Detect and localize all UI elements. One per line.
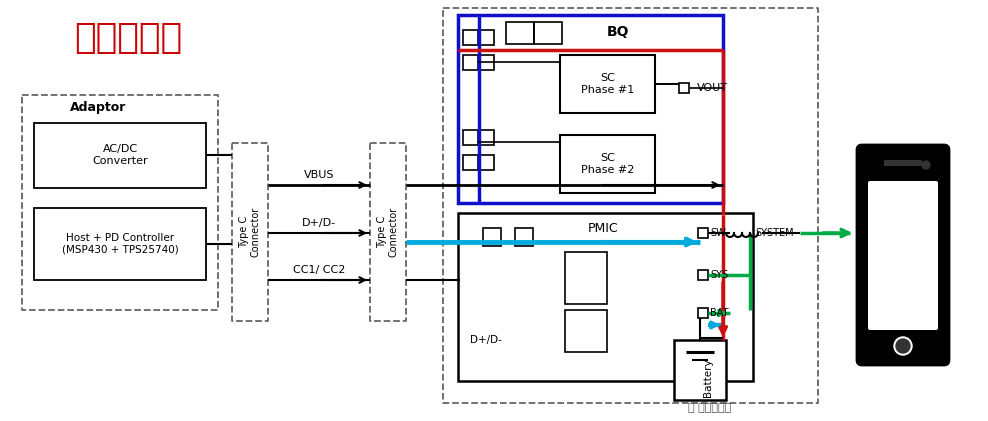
Bar: [565, 310, 607, 352]
Bar: [698, 308, 708, 318]
Bar: [479, 55, 494, 70]
Bar: [34, 123, 206, 188]
Text: Type C
Connector: Type C Connector: [377, 207, 399, 257]
Bar: [560, 135, 655, 193]
Text: 🐾 工程师看海: 🐾 工程师看海: [689, 403, 732, 413]
Text: SYSTEM: SYSTEM: [755, 228, 793, 238]
Bar: [458, 15, 723, 203]
Text: Adaptor: Adaptor: [70, 101, 126, 114]
Text: BQ: BQ: [607, 25, 629, 39]
Bar: [463, 30, 478, 45]
Text: Type C
Connector: Type C Connector: [239, 207, 261, 257]
Circle shape: [922, 161, 930, 169]
Bar: [565, 252, 607, 304]
Bar: [463, 130, 478, 145]
Bar: [479, 155, 494, 170]
Text: SYS: SYS: [710, 270, 728, 280]
Text: 手机充放电: 手机充放电: [74, 21, 182, 55]
Bar: [698, 228, 708, 238]
Circle shape: [896, 339, 910, 353]
Text: VOUT: VOUT: [697, 83, 728, 93]
Text: SC
Phase #2: SC Phase #2: [581, 153, 634, 175]
FancyBboxPatch shape: [857, 145, 949, 365]
Bar: [34, 208, 206, 280]
Bar: [506, 22, 534, 44]
Bar: [463, 155, 478, 170]
Text: Battery: Battery: [703, 359, 713, 397]
Bar: [483, 228, 501, 246]
Bar: [884, 160, 922, 166]
Text: CC1/ CC2: CC1/ CC2: [292, 265, 345, 275]
Text: Host + PD Controller
(MSP430 + TPS25740): Host + PD Controller (MSP430 + TPS25740): [61, 233, 179, 255]
Circle shape: [894, 337, 912, 355]
Bar: [479, 30, 494, 45]
FancyBboxPatch shape: [868, 181, 938, 330]
Bar: [674, 340, 726, 400]
Bar: [463, 55, 478, 70]
Text: D+/D-: D+/D-: [470, 335, 502, 345]
Text: VBUS: VBUS: [303, 170, 334, 180]
Text: PMIC: PMIC: [588, 223, 618, 235]
Bar: [698, 270, 708, 280]
Bar: [515, 228, 533, 246]
Text: AC/DC
Converter: AC/DC Converter: [92, 144, 148, 166]
Bar: [458, 213, 753, 381]
Bar: [479, 130, 494, 145]
Bar: [560, 55, 655, 113]
Text: SW: SW: [710, 228, 726, 238]
Text: BAT: BAT: [710, 308, 728, 318]
Text: D+/D-: D+/D-: [302, 218, 336, 228]
Bar: [679, 83, 689, 93]
Text: SC
Phase #1: SC Phase #1: [581, 73, 634, 95]
Bar: [534, 22, 562, 44]
